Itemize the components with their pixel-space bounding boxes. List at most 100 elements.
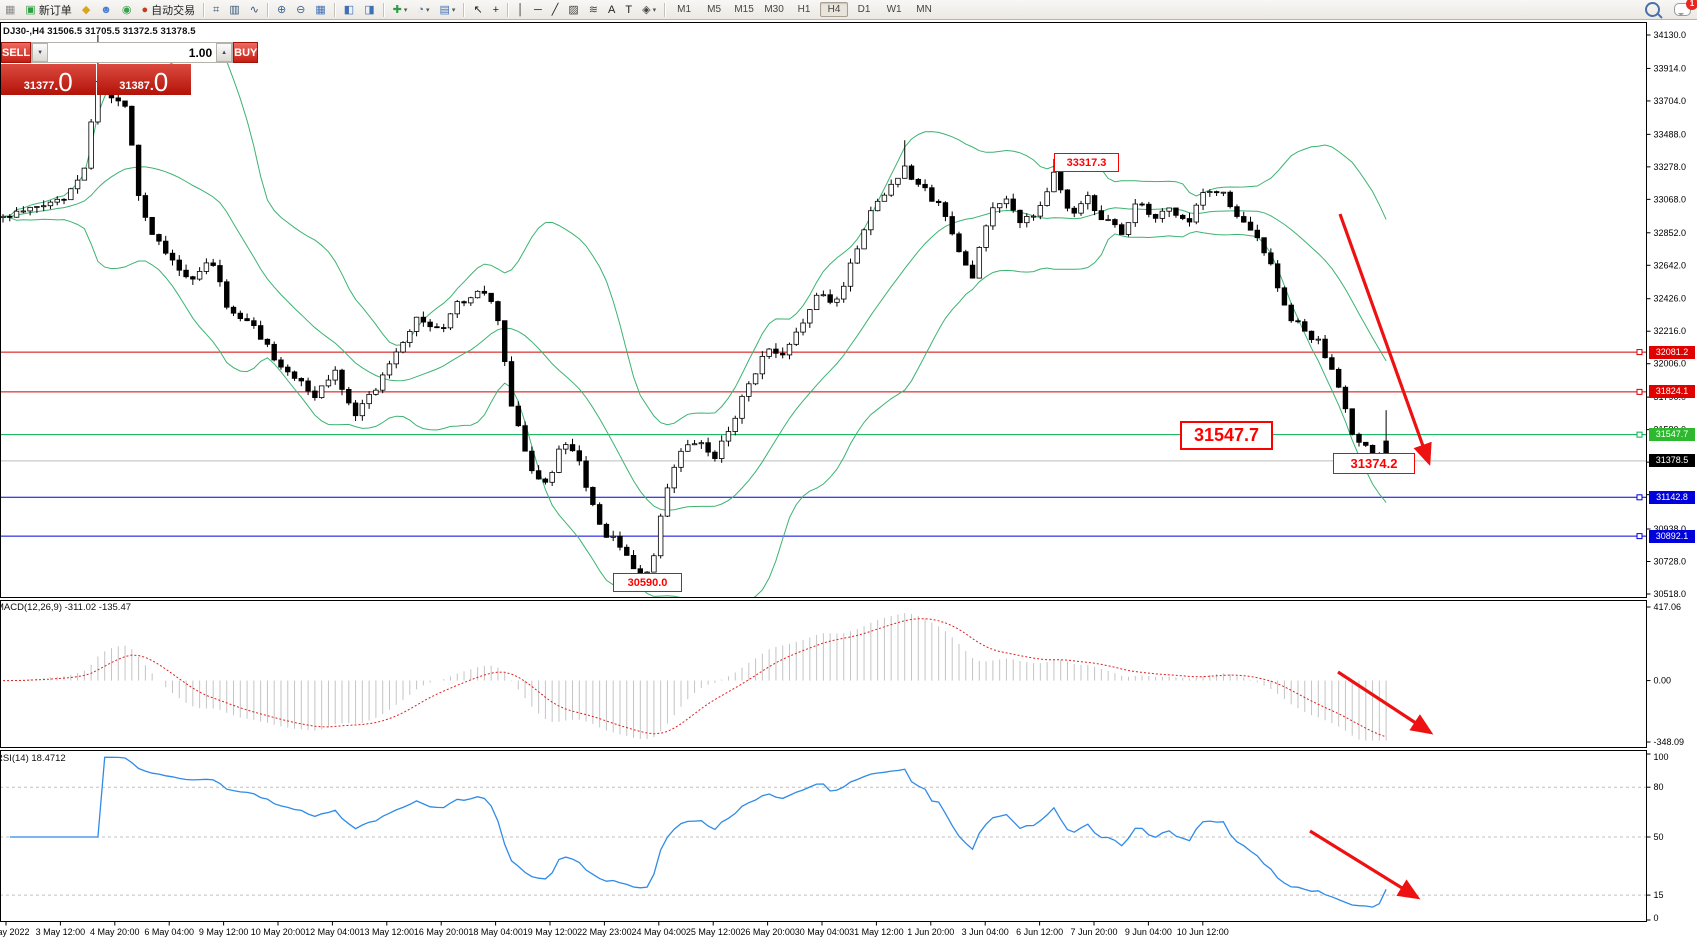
text-tool[interactable]: A <box>604 1 619 19</box>
price-line-badge[interactable]: 31547.7 <box>1649 428 1695 442</box>
trend-arrow-main[interactable] <box>1338 213 1432 467</box>
timeframe-mn[interactable]: MN <box>916 4 932 15</box>
trendline-tool[interactable]: ╱ <box>548 1 563 19</box>
bollinger-middle <box>2 166 1387 511</box>
tile-windows-icon[interactable]: ▦ <box>311 1 329 19</box>
zoom-out-icon-glyph: ⊖ <box>296 3 306 16</box>
auto-scroll-icon[interactable]: ◧ <box>340 1 358 19</box>
templates-button-glyph: ▤ <box>439 3 450 16</box>
zoom-in-icon[interactable]: ⊕ <box>273 1 290 19</box>
rsi-tick: 100 <box>1654 752 1669 762</box>
autotrade-button[interactable]: ● 自动交易 <box>137 1 199 19</box>
timeframe-m5[interactable]: M5 <box>707 4 722 15</box>
cursor-button[interactable]: ↖ <box>469 1 486 19</box>
price-annotation[interactable]: 31547.7 <box>1180 421 1273 450</box>
auto-scroll-icon-glyph: ◧ <box>343 3 355 16</box>
crosshair-button[interactable]: + <box>489 1 503 19</box>
main-price-panel <box>1 35 1646 597</box>
channel-tool[interactable]: ▨ <box>564 1 582 19</box>
macd-tick: 417.06 <box>1654 602 1682 612</box>
timeframe-w1[interactable]: W1 <box>886 4 902 15</box>
dropdown-caret-icon: ▾ <box>403 6 408 14</box>
time-label: 25 May 12:00 <box>686 927 741 937</box>
search-icon[interactable] <box>1645 2 1660 20</box>
label-tool[interactable]: T <box>621 1 636 19</box>
rsi-tick: 80 <box>1654 782 1664 792</box>
buy-button[interactable]: BUY <box>233 42 259 63</box>
chat-icon[interactable]: 1 <box>1674 0 1697 19</box>
navigator-icon[interactable]: ◉ <box>118 1 136 19</box>
vline-tool[interactable]: │ <box>513 1 528 19</box>
toolbar-separator <box>507 2 510 17</box>
macd-tick: -348.09 <box>1654 737 1685 747</box>
time-label: 24 May 04:00 <box>632 927 687 937</box>
price-tick: 30938.0 <box>1654 524 1687 534</box>
zoom-out-icon[interactable]: ⊖ <box>292 1 309 19</box>
sell-price[interactable]: 31377. 0 <box>1 64 96 95</box>
indicators-add-button[interactable]: ✚ ▾ <box>389 1 412 19</box>
line-chart-icon-glyph: ∿ <box>249 3 259 16</box>
price-tick: 32426.0 <box>1654 294 1687 304</box>
timeframe-m15[interactable]: M15 <box>734 4 754 15</box>
price-line-badge[interactable]: 31824.1 <box>1649 385 1695 399</box>
sell-button[interactable]: SELL <box>1 42 32 63</box>
fibonacci-tool-glyph: ≋ <box>588 3 599 16</box>
chart-shift-icon-glyph: ◨ <box>364 3 375 16</box>
volume-decrease-button[interactable]: ▼ <box>32 43 49 62</box>
fibonacci-tool[interactable]: ≋ <box>585 1 602 19</box>
timeframe-m1[interactable]: M1 <box>677 4 692 15</box>
data-window-icon[interactable]: ☻ <box>96 1 116 19</box>
macd-tick: 0.00 <box>1654 676 1672 686</box>
timeframe-d1[interactable]: D1 <box>857 4 871 15</box>
candle-chart-icon[interactable]: ▥ <box>225 1 243 19</box>
new-order-button[interactable]: ▣ 新订单 <box>21 1 75 19</box>
timeframe-h4[interactable]: H4 <box>820 2 849 17</box>
sell-price-big-digit: 0 <box>58 67 73 97</box>
line-handle <box>1636 388 1643 395</box>
arrows-tool[interactable]: ◈ ▾ <box>638 1 660 19</box>
chart-window-icon[interactable]: ▦ <box>1 1 19 19</box>
chart-ohlc-header: DJ30-,H4 31506.5 31705.5 31372.5 31378.5 <box>3 26 196 37</box>
periods-button[interactable]: ◔ ▾ <box>413 1 433 19</box>
dropdown-caret-icon: ▾ <box>451 6 456 14</box>
toolbar-separator <box>382 2 385 17</box>
price-annotation[interactable]: 31374.2 <box>1333 453 1415 474</box>
timeframe-h1[interactable]: H1 <box>797 4 811 15</box>
bar-chart-icon[interactable]: ⌗ <box>209 1 223 19</box>
rsi-tick: 0 <box>1654 913 1659 923</box>
market-watch-icon[interactable]: ◆ <box>78 1 94 19</box>
line-handle <box>1636 494 1643 501</box>
dropdown-caret-icon: ▾ <box>426 6 430 14</box>
line-handle <box>1636 349 1643 356</box>
price-annotation[interactable]: 30590.0 <box>613 573 682 592</box>
price-annotation[interactable]: 33317.3 <box>1054 153 1119 172</box>
price-line-badge[interactable]: 31378.5 <box>1649 454 1695 468</box>
price-line-badge[interactable]: 31142.8 <box>1649 490 1695 504</box>
time-label: 6 May 04:00 <box>144 927 194 937</box>
volume-increase-button[interactable]: ▲ <box>216 43 233 62</box>
line-chart-icon[interactable]: ∿ <box>246 1 263 19</box>
templates-button[interactable]: ▤ ▾ <box>436 1 460 19</box>
price-tick: 32216.0 <box>1654 326 1687 336</box>
chat-unread-badge: 1 <box>1686 0 1697 10</box>
volume-input[interactable] <box>48 43 217 62</box>
hline-tool[interactable]: ─ <box>530 1 546 19</box>
rsi-tick: 15 <box>1654 890 1664 900</box>
price-tick: 30518.0 <box>1654 589 1687 599</box>
zoom-in-icon-glyph: ⊕ <box>276 3 287 16</box>
price-line-badge[interactable]: 30892.1 <box>1649 529 1695 543</box>
buy-price[interactable]: 31387. 0 <box>96 64 191 95</box>
price-line-badge[interactable]: 32081.2 <box>1649 345 1695 359</box>
time-label: 2 May 2022 <box>0 927 30 937</box>
trend-arrow-rsi[interactable] <box>1309 829 1421 900</box>
timeframe-m30[interactable]: M30 <box>764 4 784 15</box>
time-label: 30 May 04:00 <box>795 927 850 937</box>
chart-shift-icon[interactable]: ◨ <box>360 1 378 19</box>
toolbar-separator <box>266 2 269 17</box>
price-tick: 30728.0 <box>1654 557 1687 567</box>
trend-arrow-macd[interactable] <box>1337 670 1434 735</box>
toolbar-separator <box>333 2 336 17</box>
